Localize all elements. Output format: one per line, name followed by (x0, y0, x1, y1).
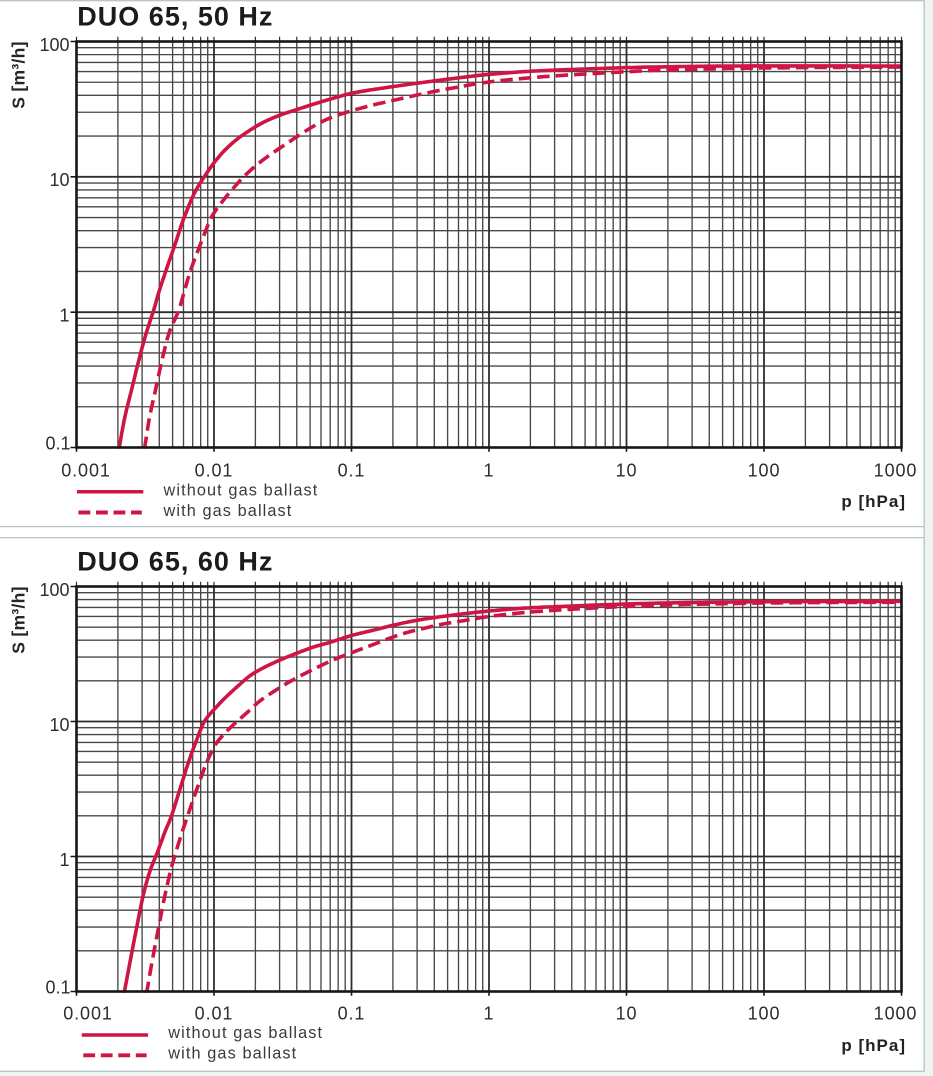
svg-text:p [hPa]: p [hPa] (841, 492, 906, 511)
svg-text:100: 100 (39, 580, 69, 600)
svg-text:10: 10 (616, 460, 638, 480)
svg-text:0.1: 0.1 (45, 977, 70, 997)
svg-text:DUO 65, 50 Hz: DUO 65, 50 Hz (77, 2, 273, 32)
svg-text:0.001: 0.001 (63, 1003, 113, 1023)
svg-text:with gas ballast: with gas ballast (167, 1045, 297, 1063)
svg-text:1000: 1000 (874, 1003, 918, 1023)
svg-text:0.01: 0.01 (195, 1003, 234, 1023)
svg-text:with gas ballast: with gas ballast (163, 502, 293, 520)
svg-text:10: 10 (49, 170, 69, 190)
svg-text:without gas ballast: without gas ballast (167, 1024, 323, 1042)
svg-text:0.1: 0.1 (45, 433, 70, 453)
svg-text:S [m³/h]: S [m³/h] (9, 586, 29, 654)
svg-text:1: 1 (59, 850, 69, 870)
svg-text:0.01: 0.01 (195, 460, 234, 480)
svg-text:100: 100 (39, 35, 69, 55)
svg-text:10: 10 (49, 715, 69, 735)
svg-text:DUO 65, 60 Hz: DUO 65, 60 Hz (77, 547, 273, 577)
svg-text:100: 100 (748, 460, 781, 480)
svg-text:1: 1 (484, 1003, 495, 1023)
svg-text:p [hPa]: p [hPa] (841, 1036, 906, 1055)
svg-text:S [m³/h]: S [m³/h] (9, 41, 29, 109)
svg-text:0.1: 0.1 (338, 1003, 366, 1023)
svg-text:100: 100 (748, 1003, 781, 1023)
svg-text:1000: 1000 (874, 460, 918, 480)
svg-text:0.1: 0.1 (338, 460, 366, 480)
svg-text:without gas ballast: without gas ballast (163, 481, 319, 499)
svg-text:10: 10 (616, 1003, 638, 1023)
svg-text:0.001: 0.001 (61, 460, 111, 480)
svg-text:1: 1 (484, 460, 495, 480)
svg-text:1: 1 (59, 306, 69, 326)
